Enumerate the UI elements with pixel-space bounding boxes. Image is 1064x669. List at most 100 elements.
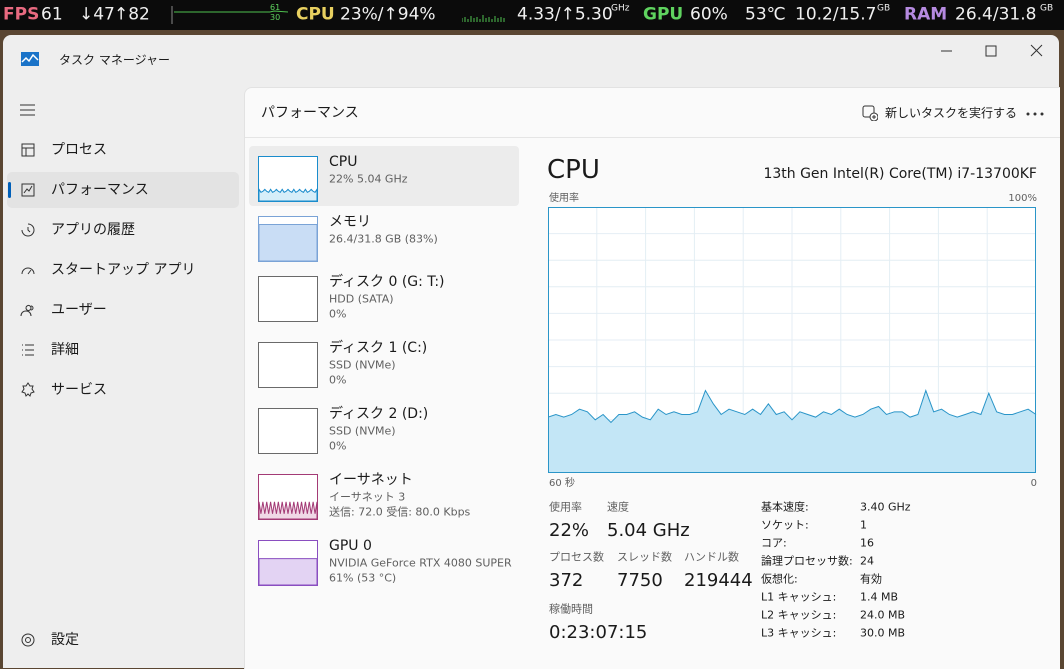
content: パフォーマンス 新しいタスクを実行する CPU 22% 5.04 GHz メモリ 26… [244,87,1060,669]
nav-item[interactable]: プロセス [51,142,107,158]
nav-selected [7,172,239,208]
thumb-fill [258,223,318,262]
nav-icon [21,267,35,275]
menu-button[interactable] [20,104,36,116]
nav-icon [21,183,35,197]
spec-label: 論理プロセッサ数: [761,554,853,568]
cpu-graph [548,207,1037,473]
mini-bottom: 30 [270,13,281,22]
nav-icon-shape [21,382,35,397]
device-name[interactable]: ディスク 1 (C:) [329,340,428,356]
stat-label: ハンドル数 [684,550,739,564]
device-name[interactable]: ディスク 2 (D:) [329,406,429,422]
stat-label: スレッド数 [617,550,672,564]
gpu-label: GPU [643,4,684,25]
device-thumbnail [258,342,318,388]
page-title: パフォーマンス [261,105,359,121]
spec-value: 24.0 MB [860,608,906,622]
fps-high: ↑82 [114,4,150,25]
spec-value: 16 [860,536,874,550]
spec-label: L2 キャッシュ: [761,608,837,622]
y-label: 使用率 [549,193,579,204]
cpu-label: CPU [296,4,335,25]
spec-label: L1 キャッシュ: [761,590,837,604]
run-task-icon [862,105,878,121]
window-controls[interactable] [928,41,1053,61]
spec-value: 有効 [860,572,882,586]
nav-icon [21,382,35,397]
device-detail: 送信: 72.0 受信: 80.0 Kbps [329,505,471,519]
device-name[interactable]: メモリ [329,214,371,230]
settings[interactable]: 設定 [51,632,79,648]
device-name[interactable]: GPU 0 [329,538,372,554]
spec-value: 3.40 GHz [860,500,911,514]
nav-icon [20,304,34,317]
nav-item[interactable]: 詳細 [51,342,79,358]
nav-item[interactable]: パフォーマンス [51,182,149,198]
nav-icon [21,143,35,157]
device-name[interactable]: ディスク 0 (G: T:) [329,274,445,290]
settings-icon [21,633,35,647]
mini-top: 61 [270,3,281,12]
device-detail: 0% [329,439,347,453]
ram-label: RAM [904,4,948,25]
spec-value: 1.4 MB [860,590,899,604]
spec-value: 1 [860,518,867,532]
nav-icon [22,344,34,356]
vram: 10.2/15.7 [795,4,877,25]
vram-unit: GB [877,3,891,14]
stat-value: 372 [549,570,584,591]
y-max-label: 100% [1008,193,1037,204]
nav-icon-shape [21,183,35,197]
run-task[interactable]: 新しいタスクを実行する [885,106,1018,120]
ram-unit: GB [1040,3,1054,14]
nav-icon-shape [21,267,35,275]
cpu-title: CPU [547,155,600,185]
device-thumbnail [258,540,318,586]
spec-label: L3 キャッシュ: [761,626,837,640]
spec-value: 30.0 MB [860,626,906,640]
more-button[interactable] [1025,111,1045,117]
fps-label: FPS [3,4,40,25]
app-icon [21,52,39,66]
fps-value: 61 [41,4,63,25]
device-detail: 61% (53 °C) [329,571,397,585]
stat-label: 稼働時間 [549,602,593,616]
window-title: タスク マネージャー [59,53,170,67]
stat-value: 5.04 GHz [607,520,690,541]
device-thumbnail [258,276,318,322]
x-left-label: 60 秒 [549,478,575,489]
thumb-fill [258,187,318,202]
thumb-fill [258,501,318,520]
stat-value: 22% [549,520,590,541]
perf-overlay: FPS 61 ↓47 ↑82 61 30 CPU 23%/↑94% 4.33/↑… [0,0,1064,30]
nav-item[interactable]: スタートアップ アプリ [51,262,196,278]
thumb-fill [258,558,318,586]
device-detail: SSD (NVMe) [329,424,396,438]
cpu-usage: 23%/↑94% [340,4,436,25]
divider [245,137,1060,138]
device-detail: HDD (SATA) [329,292,394,306]
nav-icon-shape [21,223,35,237]
stat-value: 0:23:07:15 [549,622,648,643]
cpu-area [548,390,1036,473]
device-name[interactable]: CPU [329,154,358,170]
device-thumbnail [258,474,318,520]
device-detail: 0% [329,373,347,387]
nav-icon [21,223,35,237]
spec-value: 24 [860,554,874,568]
device-detail: 22% 5.04 GHz [329,172,408,186]
device-detail: NVIDIA GeForce RTX 4080 SUPER [329,556,512,570]
device-detail: SSD (NVMe) [329,358,396,372]
device-detail: イーサネット 3 [329,490,406,504]
nav-item[interactable]: アプリの履歴 [51,222,135,238]
stat-label: 速度 [607,500,629,514]
thumb-frame [258,408,318,454]
device-thumbnail [258,216,318,262]
device-thumbnail [258,156,318,202]
nav-item[interactable]: ユーザー [51,302,107,318]
nav-item[interactable]: サービス [51,382,107,398]
device-name[interactable]: イーサネット [329,472,413,488]
